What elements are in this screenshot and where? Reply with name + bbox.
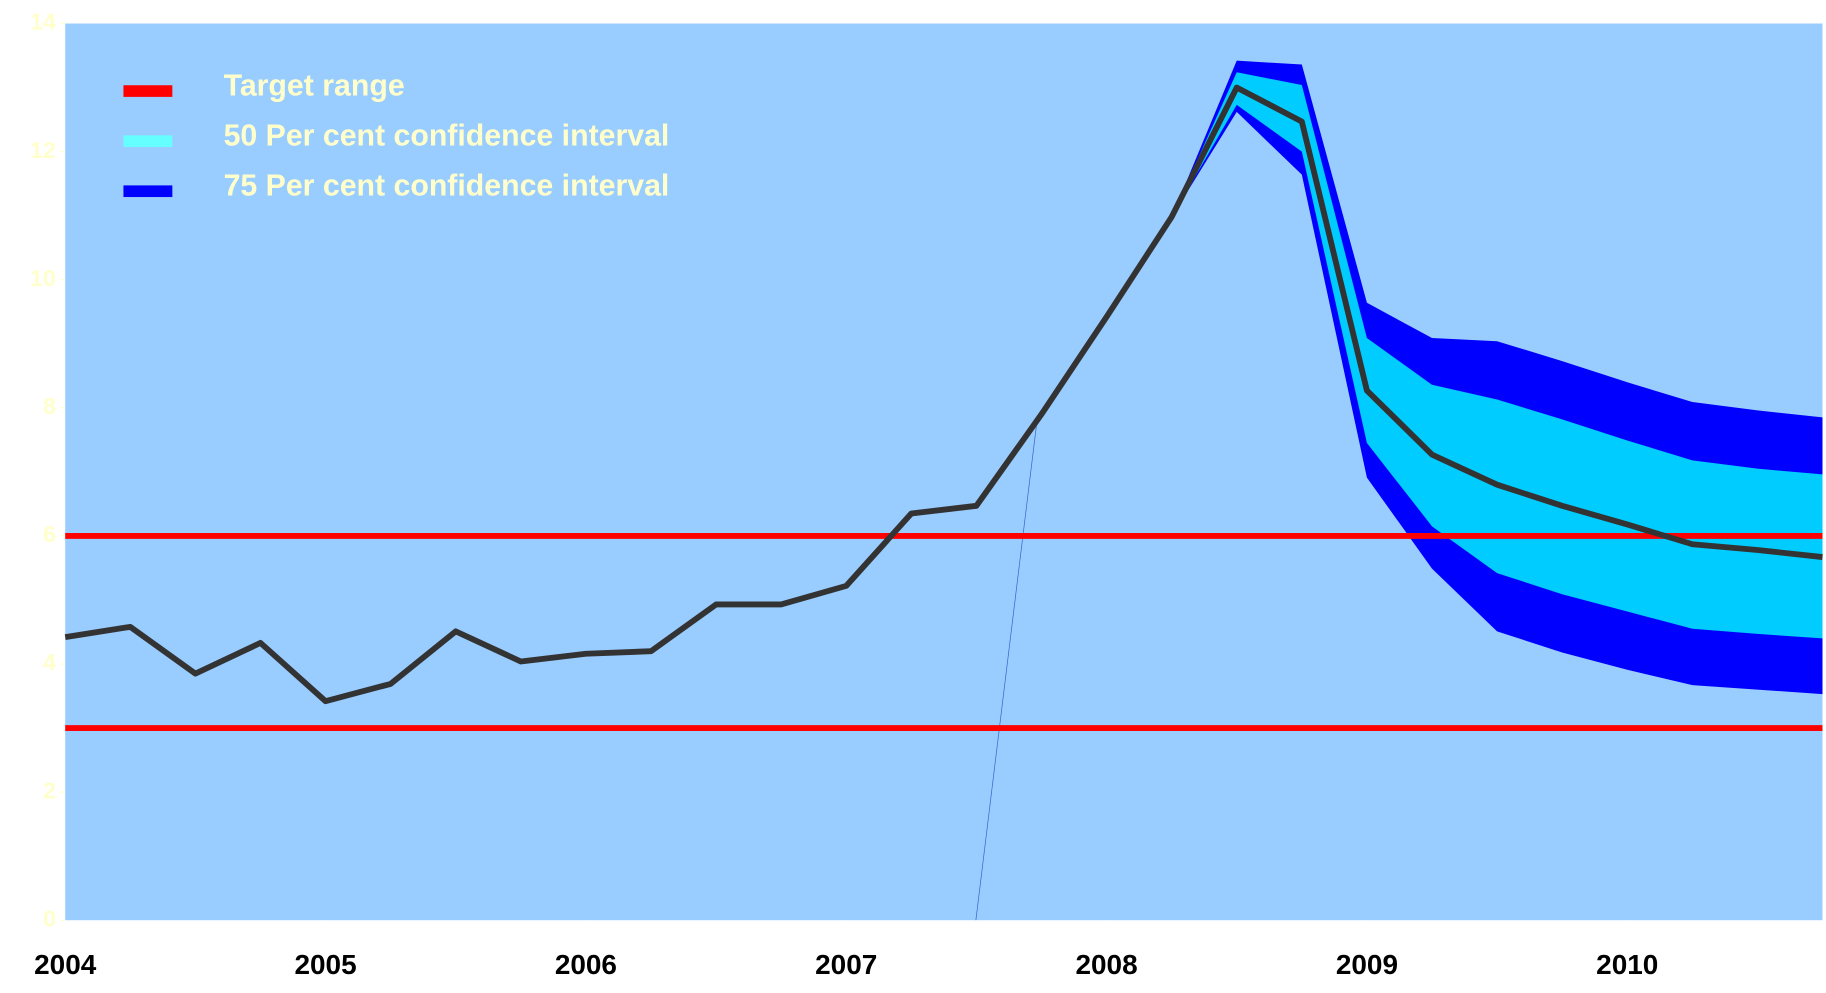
x-tick-label: 2005: [294, 949, 356, 980]
x-tick-label: 2006: [555, 949, 617, 980]
x-tick-label: 2009: [1336, 949, 1398, 980]
legend-label: Target range: [224, 70, 405, 103]
y-tick-label: 12: [30, 137, 56, 163]
central-line: [64, 84, 1823, 705]
leader-line: [975, 425, 1037, 921]
x-tick-label: 2004: [34, 949, 97, 980]
legend-label: 75 Per cent confidence interval: [224, 170, 670, 203]
y-tick-label: 2: [43, 777, 56, 803]
y-tick-label: 10: [30, 265, 56, 291]
y-tick-label: 8: [43, 393, 56, 419]
x-tick-label: 2008: [1075, 949, 1137, 980]
legend-swatch: [123, 135, 173, 147]
y-tick-label: 0: [43, 905, 56, 931]
x-tick-label: 2010: [1596, 949, 1658, 980]
legend-swatch: [123, 185, 173, 198]
x-tick-label: 2007: [815, 949, 877, 980]
confidence-band: [1171, 72, 1823, 639]
legend-label: 50 Per cent confidence interval: [224, 120, 670, 153]
legend-swatch: [123, 85, 173, 97]
y-tick-label: 6: [43, 521, 56, 547]
y-tick-label: 14: [30, 9, 56, 35]
y-tick-label: 4: [43, 649, 56, 675]
